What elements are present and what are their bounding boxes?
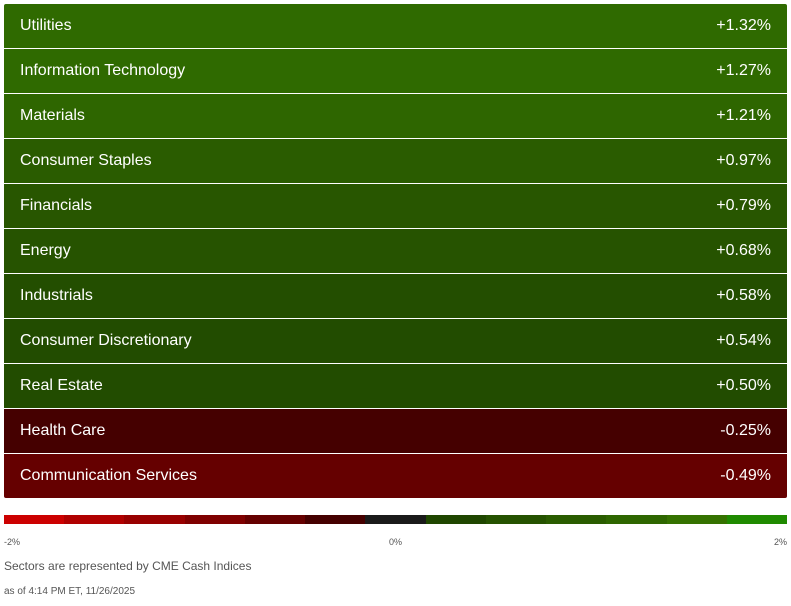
scale-segment bbox=[365, 515, 426, 524]
scale-segment bbox=[546, 515, 607, 524]
scale-segment bbox=[184, 515, 245, 524]
indices-note: Sectors are represented by CME Cash Indi… bbox=[4, 559, 252, 573]
sector-change: +1.21% bbox=[716, 107, 771, 124]
color-scale-legend bbox=[4, 515, 788, 524]
sector-change: +0.50% bbox=[716, 377, 771, 394]
sector-change: +0.68% bbox=[716, 242, 771, 259]
sector-name: Energy bbox=[20, 242, 71, 259]
scale-segment bbox=[244, 515, 306, 524]
sector-heatmap: Utilities +1.32% Information Technology +1.… bbox=[4, 4, 787, 498]
scale-segment bbox=[305, 515, 366, 524]
sector-change: -0.25% bbox=[720, 422, 771, 439]
sector-row[interactable]: Information Technology +1.27% bbox=[4, 49, 787, 93]
sector-name: Materials bbox=[20, 107, 85, 124]
sector-change: +1.32% bbox=[716, 17, 771, 34]
sector-name: Consumer Staples bbox=[20, 152, 152, 169]
sector-name: Financials bbox=[20, 197, 93, 214]
sector-name: Information Technology bbox=[20, 62, 186, 79]
scale-segment bbox=[726, 515, 788, 524]
sector-row[interactable]: Health Care -0.25% bbox=[4, 409, 787, 453]
sector-list: Utilities +1.32% Information Technology +1.… bbox=[4, 4, 787, 498]
sector-change: -0.49% bbox=[720, 467, 771, 484]
scale-segment bbox=[666, 515, 727, 524]
sector-change: +0.97% bbox=[716, 152, 771, 169]
scale-segment bbox=[64, 515, 125, 524]
sector-name: Utilities bbox=[20, 17, 72, 34]
scale-max-label: 2% bbox=[773, 537, 787, 547]
as-of-timestamp: as of 4:14 PM ET, 11/26/2025 bbox=[4, 586, 136, 597]
sector-name: Communication Services bbox=[20, 467, 197, 484]
sector-row[interactable]: Financials +0.79% bbox=[4, 184, 787, 228]
scale-segment bbox=[606, 515, 667, 524]
sector-row[interactable]: Materials +1.21% bbox=[4, 94, 787, 138]
scale-segment bbox=[425, 515, 486, 524]
sector-name: Consumer Discretionary bbox=[20, 332, 192, 349]
sector-row[interactable]: Real Estate +0.50% bbox=[4, 364, 787, 408]
sector-row[interactable]: Consumer Staples +0.97% bbox=[4, 139, 787, 183]
scale-segment bbox=[485, 515, 547, 524]
sector-row[interactable]: Consumer Discretionary +0.54% bbox=[4, 319, 787, 363]
sector-change: +0.54% bbox=[716, 332, 771, 349]
sector-row[interactable]: Communication Services -0.49% bbox=[4, 454, 787, 498]
sector-name: Industrials bbox=[20, 287, 93, 304]
sector-name: Real Estate bbox=[20, 377, 103, 394]
scale-min-label: -2% bbox=[4, 537, 21, 547]
sector-row[interactable]: Energy +0.68% bbox=[4, 229, 787, 273]
sector-change: +0.58% bbox=[716, 287, 771, 304]
sector-row[interactable]: Utilities +1.32% bbox=[4, 4, 787, 48]
sector-row[interactable]: Industrials +0.58% bbox=[4, 274, 787, 318]
sector-change: +0.79% bbox=[716, 197, 771, 214]
scale-segment bbox=[4, 515, 65, 524]
sector-change: +1.27% bbox=[716, 62, 771, 79]
sector-name: Health Care bbox=[20, 422, 106, 439]
scale-segment bbox=[124, 515, 185, 524]
scale-mid-label: 0% bbox=[388, 537, 402, 547]
